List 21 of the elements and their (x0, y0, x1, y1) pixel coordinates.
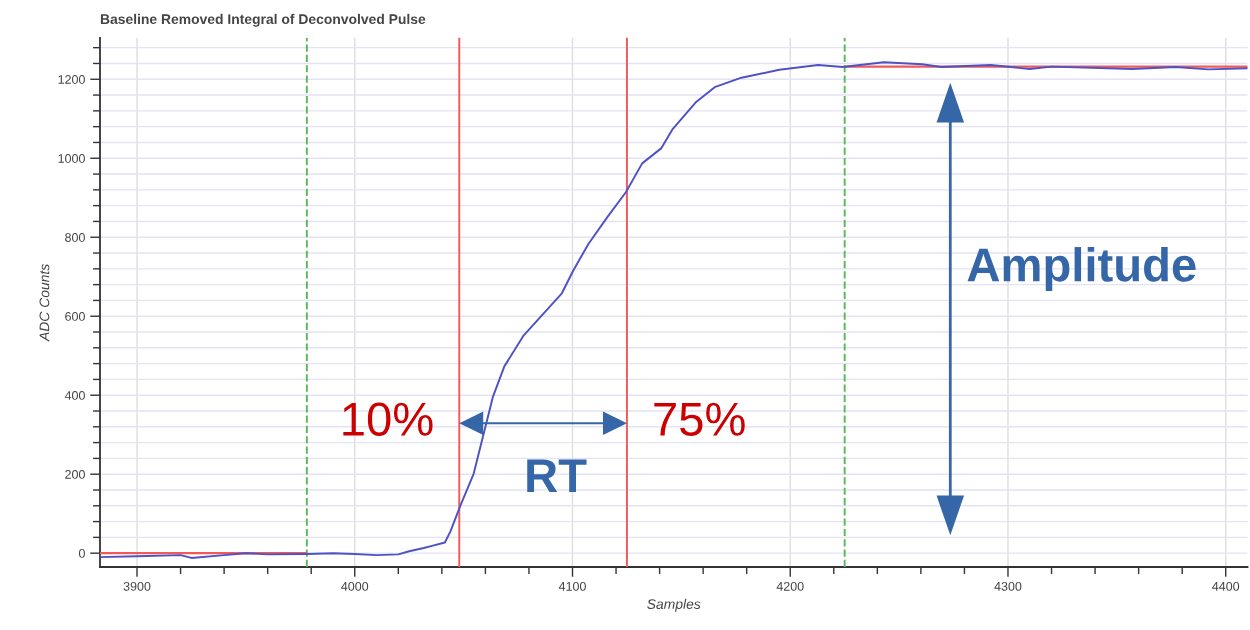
x-tick-label: 4000 (341, 581, 369, 591)
y-tick-label: 600 (65, 312, 85, 321)
x-axis-title: Samples (647, 598, 701, 612)
y-axis-title: ADC Counts (39, 264, 50, 342)
x-tick-label: 4100 (558, 581, 586, 591)
y-tick-label: 0 (78, 548, 85, 558)
y-tick-label: 800 (65, 233, 85, 242)
y-tick-label: 400 (64, 391, 85, 400)
x-tick-label: 4400 (1212, 581, 1240, 591)
annotation: RT (527, 459, 587, 492)
line-series (100, 61, 1248, 559)
y-tick-label: 200 (65, 469, 85, 479)
annotation: Amplitude (967, 247, 1196, 292)
chart-title: Baseline Removed Integral of Deconvolved Pulse (100, 13, 426, 27)
y-tick-label: 1000 (58, 154, 85, 163)
annotation: 75% (654, 402, 745, 436)
x-tick-label: 4200 (776, 581, 804, 591)
y-tick-label: 1200 (58, 75, 85, 84)
annotation: 10% (343, 402, 433, 436)
x-tick-label: 3900 (123, 581, 151, 591)
x-tick-label: 4300 (994, 581, 1022, 591)
